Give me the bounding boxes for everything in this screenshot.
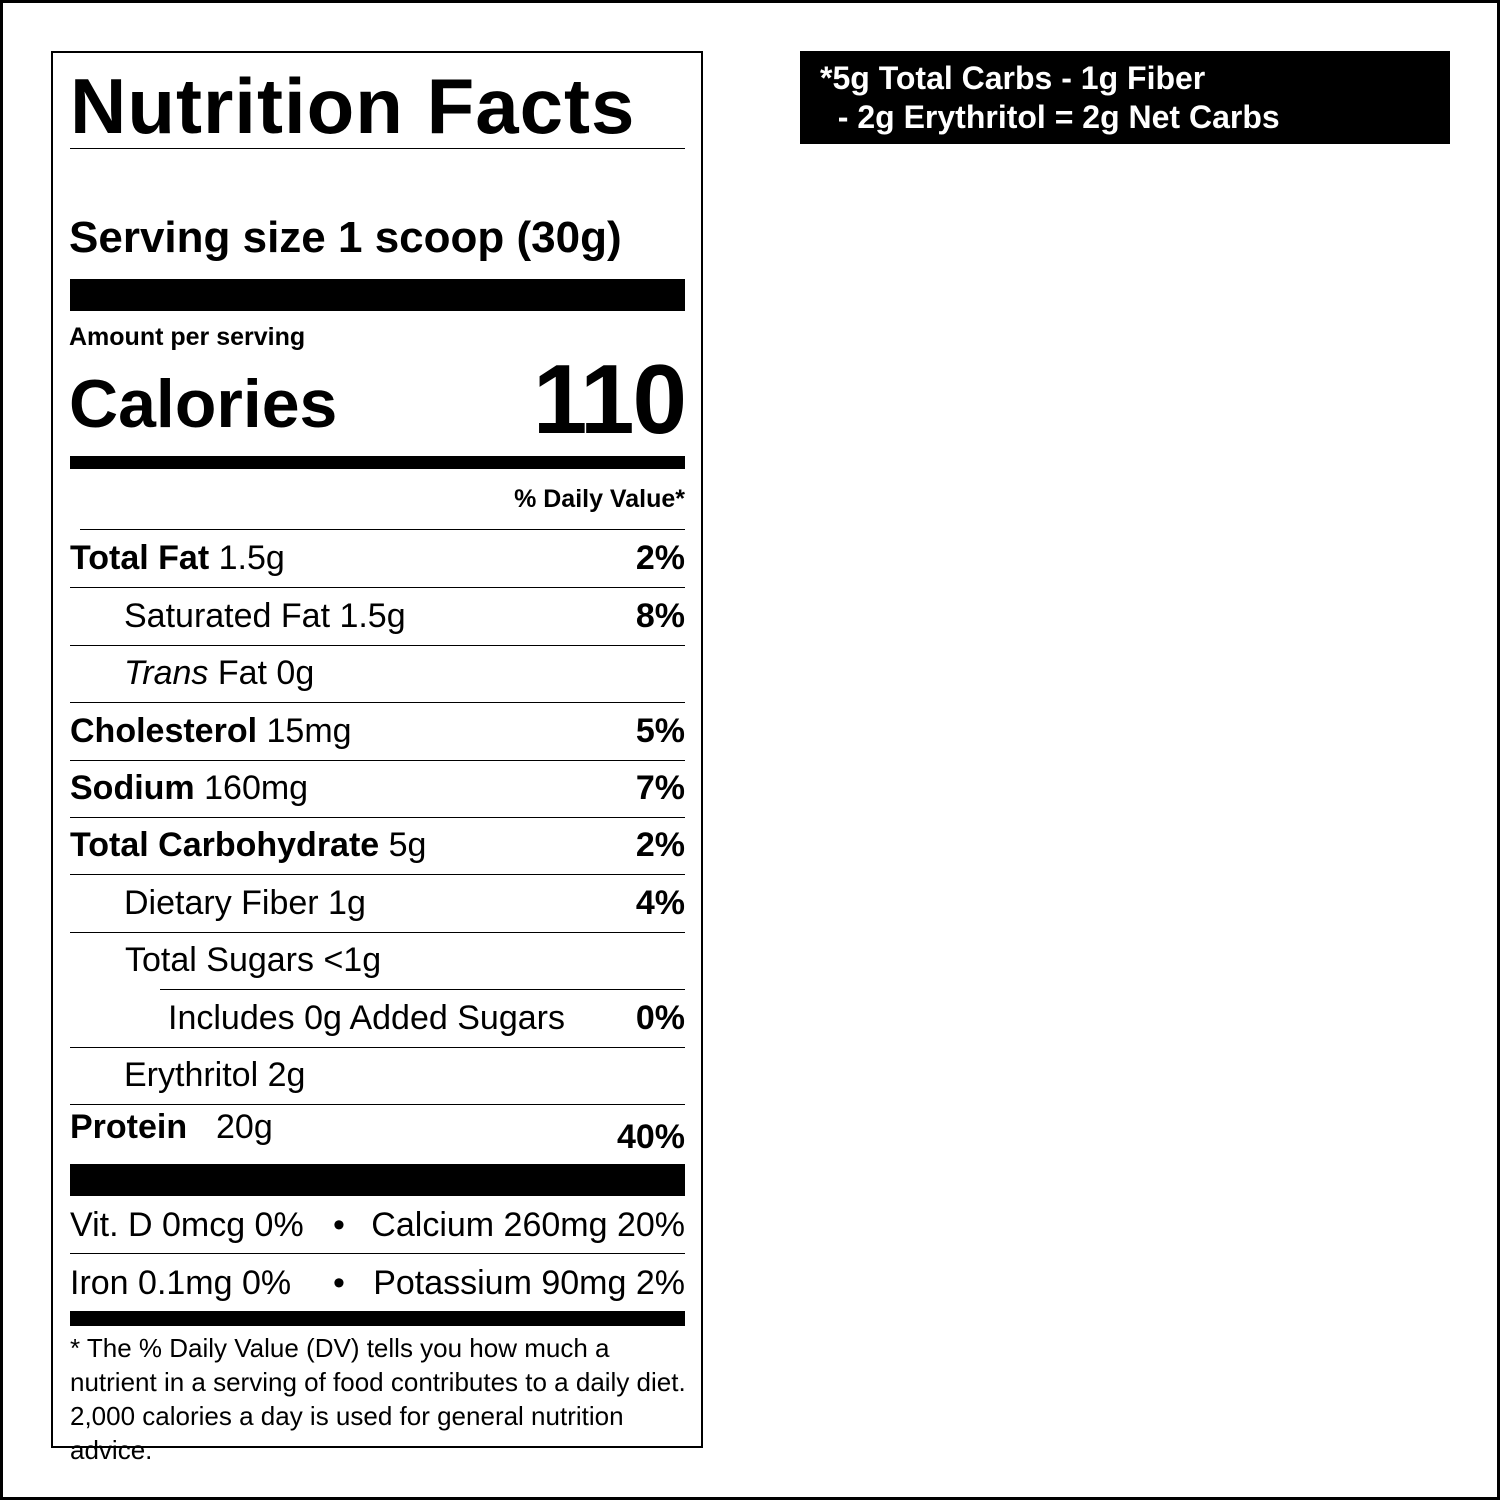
nutrient-row-total-carbohydrate: Total Carbohydrate 5g 2% <box>70 817 685 875</box>
vitamin-d: Vit. D 0mcg 0% <box>70 1206 304 1244</box>
nutrient-dv: 5% <box>635 712 685 750</box>
nutrient-dv: 4% <box>635 884 685 922</box>
calories-value: 110 <box>532 344 687 454</box>
amount-per-serving: Amount per serving <box>69 323 306 351</box>
nutrient-row-saturated-fat: Saturated Fat 1.5g 8% <box>70 588 685 646</box>
nutrient-amount: Fat 0g <box>217 654 315 692</box>
nutrient-row-added-sugars: Includes 0g Added Sugars 0% <box>70 990 685 1048</box>
thick-divider <box>70 279 685 311</box>
nutrient-row-erythritol: Erythritol 2g <box>70 1047 685 1105</box>
nutrient-name: Total Fat <box>70 539 210 577</box>
nutrient-amount: 20g <box>216 1108 273 1146</box>
net-carbs-line-1: *5g Total Carbs - 1g Fiber <box>820 60 1206 96</box>
nutrition-facts-label: Nutrition Facts Serving size 1 scoop (30… <box>51 51 703 1465</box>
nutrient-name: Dietary Fiber 1g <box>124 884 366 922</box>
nutrient-name: Saturated Fat 1.5g <box>124 597 406 635</box>
nutrient-dv: 7% <box>635 769 685 807</box>
calories-label: Calories <box>69 366 338 442</box>
serving-size: Serving size 1 scoop (30g) <box>69 213 622 262</box>
medium-divider <box>70 1311 685 1326</box>
net-carbs-callout: *5g Total Carbs - 1g Fiber - 2g Erythrit… <box>800 51 1450 144</box>
nutrient-amount: 1.5g <box>218 539 285 577</box>
nutrient-row-cholesterol: Cholesterol 15mg 5% <box>70 703 685 761</box>
medium-divider <box>70 456 685 469</box>
footnote: * The % Daily Value (DV) tells you how m… <box>70 1333 686 1465</box>
nutrient-name: Total Carbohydrate <box>70 826 380 864</box>
potassium: Potassium 90mg 2% <box>373 1264 685 1302</box>
nutrient-name: Includes 0g Added Sugars <box>168 999 565 1037</box>
bullet-separator: • <box>333 1206 345 1244</box>
nutrient-name: Erythritol 2g <box>124 1056 306 1094</box>
calcium: Calcium 260mg 20% <box>371 1206 685 1244</box>
iron: Iron 0.1mg 0% <box>70 1264 292 1302</box>
bullet-separator: • <box>333 1264 345 1302</box>
nutrient-name: Total Sugars <1g <box>125 941 382 979</box>
nutrient-row-total-fat: Total Fat 1.5g 2% <box>70 530 685 588</box>
divider <box>70 1253 685 1254</box>
nutrient-amount: 5g <box>388 826 427 864</box>
nutrient-amount: 15mg <box>266 712 352 750</box>
nutrient-row-dietary-fiber: Dietary Fiber 1g 4% <box>70 875 685 933</box>
nutrient-dv: 2% <box>635 539 685 577</box>
divider <box>160 989 685 990</box>
nutrient-row-sodium: Sodium 160mg 7% <box>70 760 685 818</box>
divider <box>70 148 685 149</box>
nutrient-row-protein: Protein 20g 40% <box>70 1105 685 1165</box>
nutrient-row-trans-fat: Trans Fat 0g <box>70 645 685 703</box>
nutrient-name: Protein <box>70 1108 188 1146</box>
net-carbs-line-2: - 2g Erythritol = 2g Net Carbs <box>820 99 1280 135</box>
divider <box>80 529 685 530</box>
label-title: Nutrition Facts <box>70 62 636 150</box>
nutrient-amount: 160mg <box>204 769 309 807</box>
daily-value-header: % Daily Value* <box>514 485 685 513</box>
nutrient-dv: 8% <box>635 597 685 635</box>
nutrient-name: Trans <box>124 654 209 692</box>
nutrient-name: Sodium <box>70 769 195 807</box>
thick-divider <box>70 1164 685 1196</box>
nutrient-name: Cholesterol <box>70 712 258 750</box>
nutrient-dv: 2% <box>635 826 685 864</box>
nutrient-dv: 0% <box>635 999 685 1037</box>
nutrient-row-total-sugars: Total Sugars <1g <box>70 932 685 989</box>
nutrient-dv: 40% <box>616 1118 685 1156</box>
